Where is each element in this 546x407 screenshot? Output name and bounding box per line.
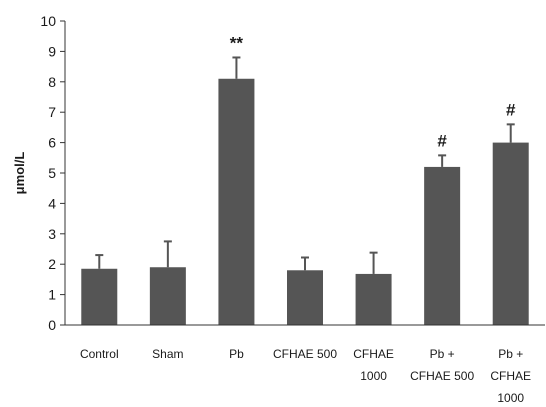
y-tick-label: 4 xyxy=(48,195,56,211)
bar xyxy=(81,268,118,325)
bar xyxy=(287,270,323,325)
x-category-label: Control xyxy=(80,347,119,361)
x-category-label: Pb + CFHAE 1000 xyxy=(490,347,531,405)
x-axis: Control Sham Pb CFHAE 500 CFHAE 1000 Pb + CFHAE… xyxy=(65,324,545,405)
y-tick-label: 0 xyxy=(48,317,56,333)
significance-mark: ** xyxy=(230,33,244,52)
bar xyxy=(149,267,186,325)
bar xyxy=(424,166,461,325)
bar xyxy=(492,142,529,325)
x-category-label: CFHAE 500 xyxy=(273,347,337,361)
significance-mark: # xyxy=(506,100,516,119)
error-bars xyxy=(95,56,515,274)
x-category-label: Pb + CFHAE 500 xyxy=(410,347,474,383)
significance-annotations: ** # # xyxy=(230,33,516,150)
y-tick-label: 2 xyxy=(48,256,56,272)
bar xyxy=(218,78,255,325)
y-axis-label: μmol/L xyxy=(12,152,27,195)
y-tick-label: 3 xyxy=(48,226,56,242)
y-tick-label: 1 xyxy=(48,287,56,303)
y-tick-label: 9 xyxy=(48,43,56,59)
y-tick-label: 5 xyxy=(48,165,56,181)
x-category-label: Pb xyxy=(229,347,244,361)
y-tick-label: 7 xyxy=(48,104,56,120)
significance-mark: # xyxy=(437,131,447,150)
y-tick-label: 8 xyxy=(48,74,56,90)
y-tick-label: 10 xyxy=(40,13,56,29)
y-axis: 0 1 2 3 4 5 6 7 8 9 10 xyxy=(40,13,66,333)
x-category-label: CFHAE 1000 xyxy=(353,347,394,383)
y-tick-label: 6 xyxy=(48,135,56,151)
x-category-label: Sham xyxy=(152,347,183,361)
bar xyxy=(355,273,392,325)
bars xyxy=(81,78,529,325)
